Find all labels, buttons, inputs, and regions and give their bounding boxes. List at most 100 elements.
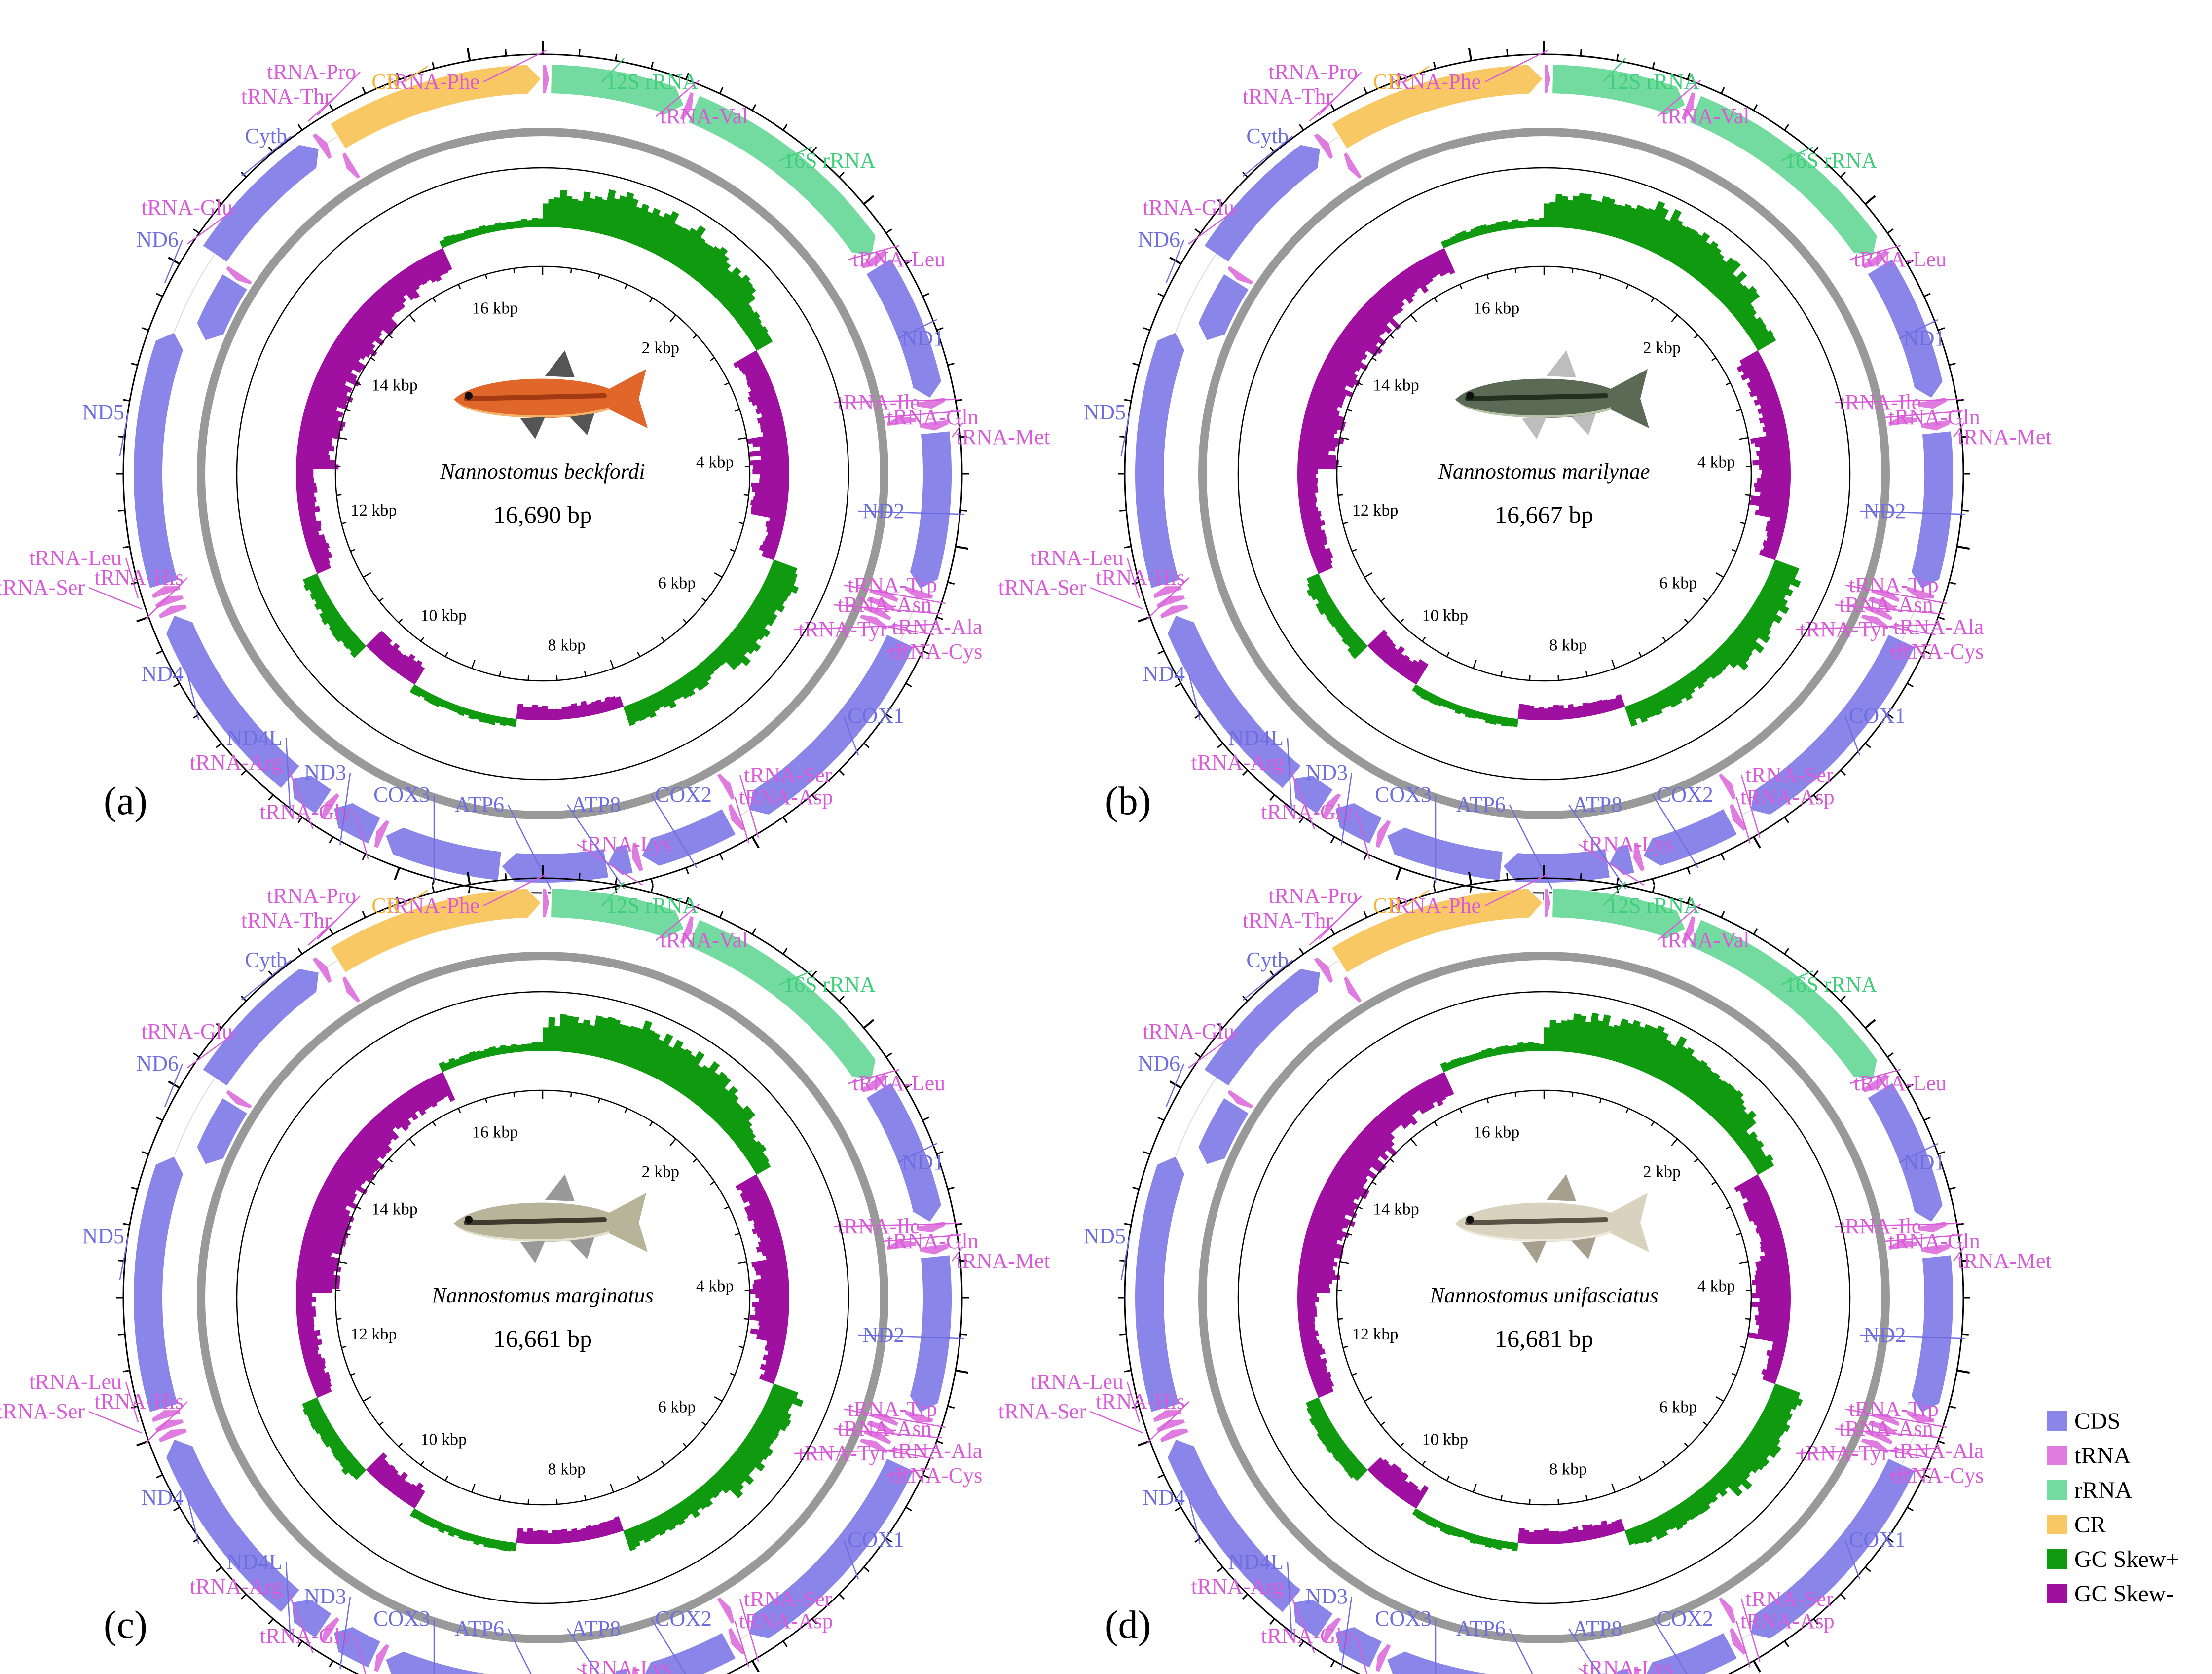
gene-label: tRNA-Ser <box>744 1587 832 1611</box>
outer-tick <box>329 1660 334 1667</box>
gene-arc-trna-glu <box>225 1088 254 1110</box>
gc-skew-negative-bar <box>306 538 327 550</box>
gc-skew-positive-bar <box>1629 1526 1641 1545</box>
gc-skew-negative-bar <box>1311 548 1331 560</box>
outer-tick <box>131 581 138 585</box>
gc-skew-positive-bar <box>1629 703 1641 720</box>
gc-skew-negative-bar <box>767 531 782 541</box>
gc-skew-negative-bar <box>433 250 449 275</box>
outer-tick <box>936 1151 944 1155</box>
leader-line <box>794 624 938 631</box>
outer-tick <box>466 871 471 885</box>
gc-skew-positive-bar <box>1590 1020 1604 1057</box>
gc-skew-negative-bar <box>1748 1206 1776 1222</box>
outer-tick <box>811 147 817 153</box>
leader-line <box>1795 624 1940 631</box>
leader-line <box>1356 1636 1368 1674</box>
gc-skew-negative-bar <box>309 548 330 560</box>
gc-skew-negative-bar <box>1357 1132 1389 1161</box>
gc-skew-negative-bar <box>406 1089 426 1116</box>
outer-tick <box>955 1369 969 1374</box>
scale-tick <box>1651 1121 1655 1126</box>
gc-skew-positive-bar <box>652 692 664 709</box>
leader-line <box>285 738 291 814</box>
outer-tick <box>362 853 367 860</box>
gene-arc-trna-phe <box>542 887 550 919</box>
gc-skew-negative-bar <box>299 427 340 440</box>
leader-line <box>1835 399 1961 404</box>
leader-line <box>186 673 200 721</box>
leader-line <box>1953 1246 1965 1262</box>
outer-tick <box>240 1593 247 1600</box>
gc-skew-positive-bar <box>1507 1045 1514 1054</box>
gc-skew-negative-bar <box>373 1114 399 1141</box>
scale-label: 6 kbp <box>658 574 696 592</box>
leader-line <box>186 207 237 245</box>
gc-skew-negative-bar <box>1383 1107 1402 1128</box>
gc-skew-negative-bar <box>295 1297 317 1303</box>
leader-line <box>404 66 428 83</box>
gc-skew-negative-bar <box>756 1241 784 1253</box>
gc-skew-positive-bar <box>329 1438 343 1451</box>
gc-skew-positive-bar <box>732 627 761 652</box>
scale-tick <box>1740 1345 1745 1348</box>
gc-skew-negative-bar <box>547 1533 553 1544</box>
scale-tick <box>1694 335 1698 339</box>
outer-tick <box>1720 853 1725 860</box>
gene-arc-trna-lys <box>1632 841 1646 872</box>
outer-tick <box>173 1506 180 1512</box>
gc-skew-negative-bar <box>566 706 574 719</box>
gene-arc-cox3 <box>384 826 502 882</box>
scale-tick <box>513 1092 516 1098</box>
scale-tick <box>1662 1460 1666 1466</box>
scale-tick <box>714 1396 723 1402</box>
gc-skew-positive-bar <box>1672 1055 1697 1090</box>
gene-arc-cytb <box>201 144 320 263</box>
gene-arc-trna-thr <box>311 132 333 161</box>
gc-skew-negative-bar <box>1330 1169 1370 1195</box>
gc-skew-negative-bar <box>315 1386 332 1398</box>
gene-label: tRNA-Met <box>1957 1249 2052 1273</box>
gene-label: ND3 <box>304 1584 346 1608</box>
gc-skew-negative-bar <box>1361 1128 1388 1153</box>
gene-map <box>1134 887 1954 1674</box>
gc-skew-positive-bar <box>1306 583 1326 596</box>
gene-label: tRNA-Phe <box>1389 893 1481 918</box>
gene-label: ND4 <box>141 1486 184 1510</box>
gc-skew-positive-bar <box>1771 1388 1803 1406</box>
gc-skew-negative-bar <box>1764 1246 1787 1256</box>
outer-tick <box>1119 509 1127 512</box>
outer-tick <box>922 1116 929 1121</box>
gc-skew-positive-bar <box>1737 308 1757 325</box>
gc-skew-positive-bar <box>1333 618 1348 631</box>
scale-label: 6 kbp <box>658 1398 696 1416</box>
anal-fin <box>570 413 594 435</box>
scale-tick <box>388 1158 393 1163</box>
fish-belly <box>456 403 609 418</box>
gc-skew-negative-bar <box>1616 694 1625 708</box>
leader-line <box>1287 1562 1292 1637</box>
gc-skew-positive-bar <box>1737 623 1760 642</box>
fish-stripe <box>1465 393 1608 401</box>
scale-tick <box>1736 1233 1741 1236</box>
scale-tick <box>1500 1495 1503 1501</box>
gc-skew-positive-bar <box>751 1155 770 1171</box>
leader-line <box>1126 558 1141 599</box>
gc-skew-negative-bar <box>764 1345 784 1355</box>
gc-skew-negative-bar <box>1297 1297 1319 1303</box>
legend-swatch <box>2047 1549 2067 1569</box>
gene-arc-atp6 <box>1502 848 1611 884</box>
gc-skew-negative-bar <box>301 520 322 530</box>
fish-eye <box>465 1216 473 1224</box>
species-name: Nannostomus marilynae <box>1438 459 1650 484</box>
gc-skew-positive-bar <box>1506 1541 1513 1550</box>
gc-skew-positive-bar <box>543 1043 549 1051</box>
gc-skew-positive-bar <box>1544 218 1550 227</box>
gene-label: tRNA-Ala <box>1893 1439 1984 1463</box>
scale-tick <box>1340 1261 1349 1264</box>
gc-skew-positive-bar <box>738 618 765 640</box>
gc-skew-positive-bar <box>568 198 578 229</box>
gc-skew-positive-bar <box>563 1015 573 1052</box>
gc-skew-positive-bar <box>1507 222 1514 230</box>
gc-skew-negative-bar <box>1755 1266 1790 1276</box>
